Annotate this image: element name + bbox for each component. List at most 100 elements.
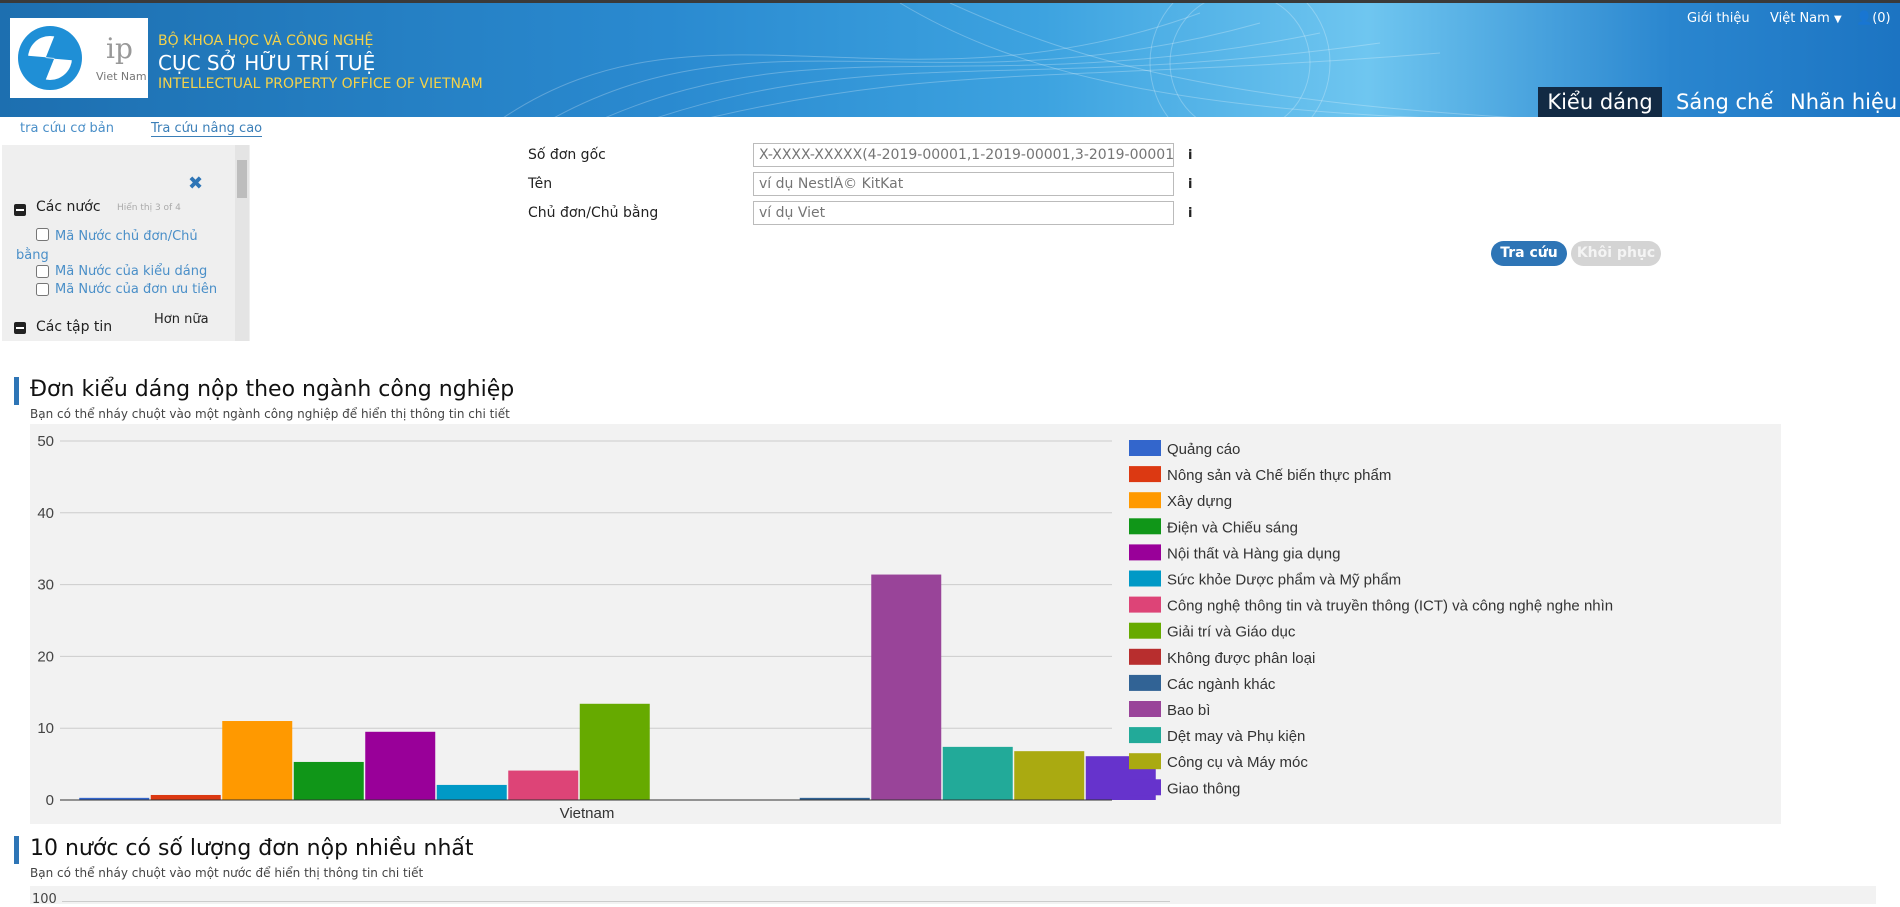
bar[interactable] <box>799 797 870 800</box>
chart2-ytick-label: 100 <box>32 892 57 907</box>
legend-label[interactable]: Công nghệ thông tin và truyền thông (ICT… <box>1167 598 1613 615</box>
y-tick-label: 10 <box>37 720 54 737</box>
legend-swatch[interactable] <box>1129 648 1161 665</box>
filter-scroll-thumb[interactable] <box>237 160 247 198</box>
legend-label[interactable]: Giao thông <box>1167 780 1240 797</box>
legend-swatch[interactable] <box>1129 596 1161 613</box>
filter-group-countries[interactable]: Các nước <box>36 199 101 215</box>
ministry-name: BỘ KHOA HỌC VÀ CÔNG NGHỆ <box>158 33 374 49</box>
bar[interactable] <box>579 703 650 800</box>
collapse-icon[interactable] <box>14 204 26 216</box>
legend-swatch[interactable] <box>1129 753 1161 770</box>
section-subtitle-countries: Bạn có thể nháy chuột vào một nước để hi… <box>30 866 424 880</box>
bar[interactable] <box>1014 751 1085 800</box>
logo-country-text: Viet Nam <box>96 70 147 83</box>
legend-label[interactable]: Các ngành khác <box>1167 676 1276 693</box>
office-name-vi: CỤC SỞ HỮU TRÍ TUỆ <box>158 51 376 75</box>
legend-swatch[interactable] <box>1129 440 1161 456</box>
legend-label[interactable]: Quảng cáo <box>1167 441 1240 458</box>
legend-swatch[interactable] <box>1129 727 1161 744</box>
header-decoration <box>503 3 1514 117</box>
legend-label[interactable]: Giải trí và Giáo dục <box>1167 624 1296 641</box>
user-count: (0) <box>1872 11 1891 26</box>
legend-swatch[interactable] <box>1129 779 1161 796</box>
language-select[interactable]: Việt Nam ▼ <box>1770 11 1842 26</box>
legend-swatch[interactable] <box>1129 492 1161 509</box>
name-input[interactable] <box>753 172 1174 196</box>
legend-label[interactable]: Nội thất và Hàng gia dụng <box>1167 545 1340 562</box>
legend-label[interactable]: Nông sản và Chế biến thực phẩm <box>1167 467 1391 484</box>
legend-label[interactable]: Xây dựng <box>1167 493 1232 510</box>
info-icon[interactable]: i <box>1188 206 1193 221</box>
site-header: ip Viet Nam BỘ KHOA HỌC VÀ CÔNG NGHỆ CỤC… <box>0 0 1900 117</box>
logo-ip-text: ip <box>106 32 133 65</box>
bar[interactable] <box>222 721 293 800</box>
menu-design[interactable]: Kiểu dáng <box>1538 87 1662 117</box>
legend-swatch[interactable] <box>1129 622 1161 639</box>
legend-swatch[interactable] <box>1129 466 1161 483</box>
applicant-label: Chủ đơn/Chủ bằng <box>528 205 659 221</box>
bar[interactable] <box>942 746 1013 800</box>
legend-label[interactable]: Bao bì <box>1167 702 1210 719</box>
filter-option-applicant-country[interactable]: Mã Nước chủ đơn/Chủ bằng <box>16 229 198 263</box>
legend-label[interactable]: Không được phân loại <box>1167 650 1315 667</box>
legend-label[interactable]: Sức khỏe Dược phẩm và Mỹ phẩm <box>1167 572 1401 589</box>
user-menu[interactable]: 👤(0) <box>1856 11 1891 26</box>
bar[interactable] <box>365 731 436 800</box>
collapse-icon[interactable] <box>14 322 26 334</box>
legend-label[interactable]: Dệt may và Phụ kiện <box>1167 728 1305 745</box>
more-link[interactable]: Hơn nữa <box>154 312 209 327</box>
y-tick-label: 0 <box>46 792 54 809</box>
legend-swatch[interactable] <box>1129 674 1161 691</box>
reset-button[interactable]: Khôi phục <box>1571 241 1661 266</box>
tab-advanced-search[interactable]: Tra cứu nâng cao <box>151 121 263 137</box>
application-number-label: Số đơn gốc <box>528 147 606 163</box>
applicant-input[interactable] <box>753 201 1174 225</box>
legend-swatch[interactable] <box>1129 518 1161 535</box>
filter-group-hint: Hiển thị 3 of 4 <box>117 203 181 213</box>
filter-panel: ✖ Các nước Hiển thị 3 of 4 Mã Nước chủ đ… <box>2 145 250 341</box>
application-number-input[interactable] <box>753 143 1174 167</box>
chart2-gridline <box>62 901 1170 902</box>
legend-swatch[interactable] <box>1129 701 1161 717</box>
filter-checkbox-applicant-country[interactable] <box>36 228 49 241</box>
about-link[interactable]: Giới thiệu <box>1687 11 1750 26</box>
section-title-industry: Đơn kiểu dáng nộp theo ngành công nghiệp <box>30 377 515 402</box>
filter-option-design-country[interactable]: Mã Nước của kiểu dáng <box>55 264 208 279</box>
language-label: Việt Nam <box>1770 11 1830 26</box>
user-icon: 👤 <box>1856 11 1873 26</box>
x-tick-label: Vietnam <box>560 805 615 822</box>
section-marker <box>14 836 19 864</box>
y-tick-label: 30 <box>37 577 54 594</box>
bar[interactable] <box>508 770 579 800</box>
filter-option-priority-country[interactable]: Mã Nước của đơn ưu tiên <box>55 282 218 297</box>
menu-trademark[interactable]: Nhãn hiệu <box>1790 90 1898 114</box>
bar[interactable] <box>871 574 942 800</box>
legend-swatch[interactable] <box>1129 544 1161 561</box>
bar[interactable] <box>79 797 150 800</box>
filter-checkbox-design-country[interactable] <box>36 265 49 278</box>
chevron-down-icon: ▼ <box>1833 14 1842 25</box>
bar[interactable] <box>293 761 364 800</box>
legend-swatch[interactable] <box>1129 570 1161 587</box>
info-icon[interactable]: i <box>1188 148 1193 163</box>
bar[interactable] <box>436 784 507 800</box>
section-title-countries: 10 nước có số lượng đơn nộp nhiều nhất <box>30 836 474 861</box>
tab-basic-search[interactable]: tra cứu cơ bản <box>20 121 114 136</box>
bar[interactable] <box>150 794 221 800</box>
menu-patent[interactable]: Sáng chế <box>1676 90 1774 114</box>
section-subtitle-industry: Bạn có thể nháy chuột vào một ngành công… <box>30 407 510 421</box>
legend-label[interactable]: Công cụ và Máy móc <box>1167 754 1308 771</box>
filter-group-files[interactable]: Các tập tin <box>36 319 113 335</box>
y-tick-label: 40 <box>37 505 54 522</box>
logo[interactable]: ip Viet Nam <box>10 18 148 98</box>
filter-checkbox-priority-country[interactable] <box>36 283 49 296</box>
info-icon[interactable]: i <box>1188 177 1193 192</box>
name-label: Tên <box>528 176 553 192</box>
close-icon[interactable]: ✖ <box>188 173 204 194</box>
office-name-en: INTELLECTUAL PROPERTY OFFICE OF VIETNAM <box>158 76 483 92</box>
chart-area-countries <box>30 886 1876 904</box>
legend-label[interactable]: Điện và Chiếu sáng <box>1167 519 1298 536</box>
search-button[interactable]: Tra cứu <box>1491 241 1567 266</box>
